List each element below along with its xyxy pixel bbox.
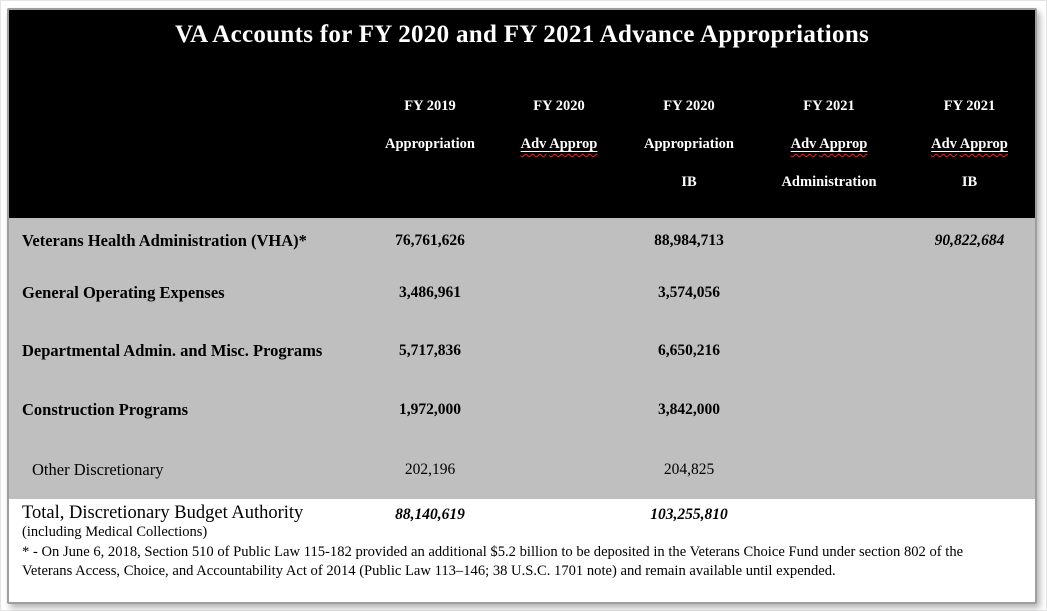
- total-row: Total, Discretionary Budget Authority (i…: [9, 499, 1035, 541]
- column-header-line3: [494, 163, 624, 201]
- column-header-subtitle: Appropriation: [644, 136, 734, 152]
- column-header-year: FY 2021: [943, 98, 996, 114]
- column-header-subtitle: Adv Approp: [494, 125, 624, 163]
- row-label: Veterans Health Administration (VHA)*: [22, 231, 307, 251]
- cell-value: 5,717,836: [399, 342, 461, 359]
- column-header-line3: IB: [681, 174, 697, 190]
- total-value: [754, 503, 904, 506]
- total-label-block: Total, Discretionary Budget Authority (i…: [9, 503, 366, 541]
- column-header-5: FY 2021 Adv Approp IB: [904, 87, 1035, 201]
- underlined-text: Adv Approp: [791, 136, 868, 152]
- cell-value: 202,196: [404, 460, 456, 478]
- cell-value: 3,842,000: [658, 401, 720, 418]
- table-row: Construction Programs 1,972,000 3,842,000: [9, 380, 1035, 440]
- table-frame: VA Accounts for FY 2020 and FY 2021 Adva…: [7, 8, 1037, 604]
- column-header-year: FY 2020: [663, 98, 715, 114]
- column-header-line3: Administration: [781, 174, 877, 190]
- row-label: General Operating Expenses: [22, 283, 225, 303]
- misspelled-word: Approp: [549, 136, 598, 152]
- column-headers: FY 2019 Appropriation FY 2020 Adv Approp FY …: [9, 87, 1035, 201]
- misspelled-word: Adv: [520, 136, 547, 152]
- misspelled-word: Adv: [790, 136, 817, 152]
- cell-value: 3,486,961: [399, 284, 461, 301]
- cell-value: 204,825: [663, 460, 715, 478]
- cell-value: 6,650,216: [658, 342, 720, 359]
- cell-value: 3,574,056: [658, 284, 720, 301]
- column-header-year: FY 2021: [803, 98, 855, 114]
- table-body: Veterans Health Administration (VHA)* 76,…: [9, 218, 1035, 499]
- total-sublabel: (including Medical Collections): [22, 523, 208, 540]
- column-header-line3: IB: [961, 174, 978, 190]
- total-value: [904, 503, 1035, 506]
- table-header: VA Accounts for FY 2020 and FY 2021 Adva…: [9, 10, 1035, 218]
- table-row: General Operating Expenses 3,486,961 3,574…: [9, 264, 1035, 322]
- table-row: Veterans Health Administration (VHA)* 76,…: [9, 218, 1035, 264]
- underlined-text: Adv Approp: [521, 136, 598, 152]
- table-row: Other Discretionary 202,196 204,825: [9, 440, 1035, 499]
- footnote: * - On June 6, 2018, Section 510 of Publ…: [22, 544, 964, 580]
- misspelled-word: Approp: [959, 136, 1008, 152]
- row-label: Other Discretionary: [32, 459, 164, 479]
- column-header-spacer: [9, 87, 366, 201]
- column-header-subtitle: Adv Approp: [754, 125, 904, 163]
- total-value: 88,140,619: [395, 506, 465, 523]
- total-label: Total, Discretionary Budget Authority: [22, 503, 304, 523]
- column-header-year: FY 2020: [533, 98, 585, 114]
- total-value: 103,255,810: [650, 506, 728, 523]
- column-header-3: FY 2020 Appropriation IB: [624, 87, 754, 201]
- cell-value: 88,984,713: [654, 232, 724, 249]
- column-header-4: FY 2021 Adv Approp Administration: [754, 87, 904, 201]
- cell-value: 90,822,684: [934, 232, 1005, 249]
- misspelled-word: Approp: [819, 136, 868, 152]
- underlined-text: Adv Approp: [931, 136, 1008, 152]
- cell-value: 1,972,000: [399, 401, 461, 418]
- column-header-subtitle: Adv Approp: [904, 125, 1035, 163]
- column-header-year: FY 2019: [404, 98, 456, 114]
- row-label: Construction Programs: [22, 400, 189, 420]
- misspelled-word: Adv: [931, 136, 957, 152]
- column-header-line3: [366, 163, 494, 201]
- cell-value: 76,761,626: [395, 232, 465, 249]
- table-title: VA Accounts for FY 2020 and FY 2021 Adva…: [174, 21, 870, 48]
- table-footer: Total, Discretionary Budget Authority (i…: [9, 499, 1035, 602]
- column-header-subtitle: Appropriation: [385, 136, 475, 152]
- row-label: Departmental Admin. and Misc. Programs: [22, 341, 323, 361]
- total-value: [494, 503, 624, 506]
- column-header-2: FY 2020 Adv Approp: [494, 87, 624, 201]
- column-header-1: FY 2019 Appropriation: [366, 87, 494, 201]
- table-row: Departmental Admin. and Misc. Programs 5,…: [9, 322, 1035, 380]
